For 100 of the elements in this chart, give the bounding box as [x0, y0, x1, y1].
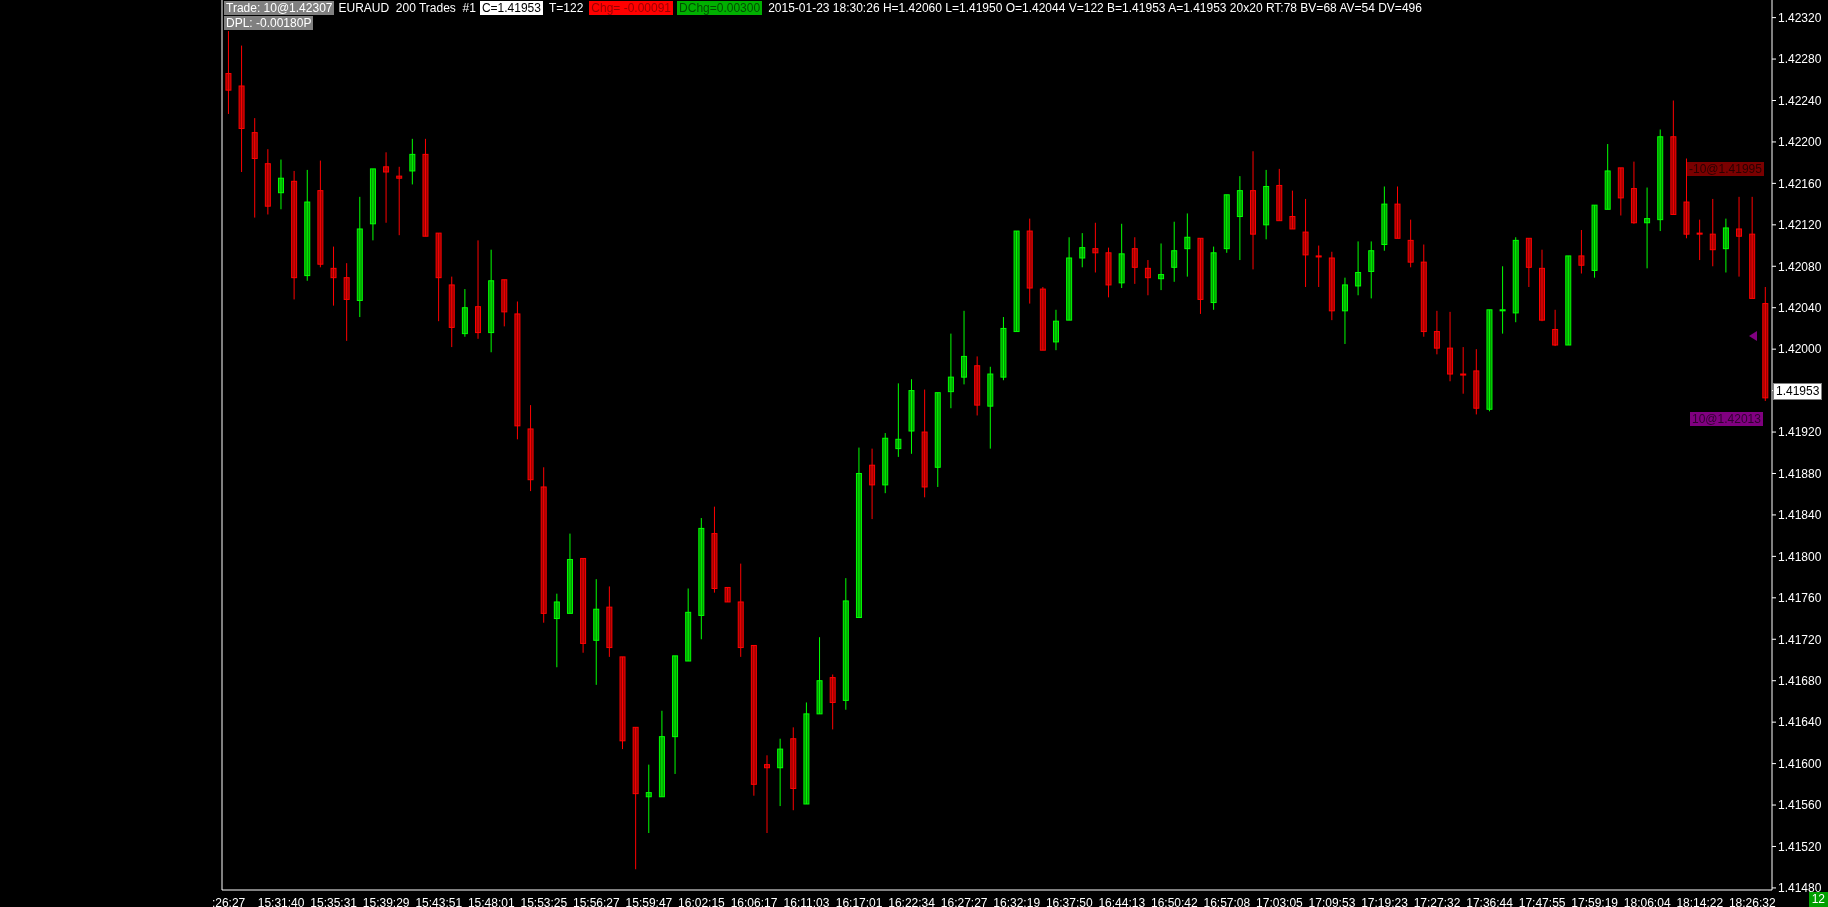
candlestick: [855, 447, 862, 619]
candlestick: [1447, 311, 1454, 382]
candlestick: [1276, 168, 1283, 222]
candlestick: [225, 30, 232, 115]
candlestick: [987, 366, 994, 450]
candlestick: [1223, 194, 1230, 254]
y-tick-label: 1.41600: [1778, 756, 1822, 771]
candlestick: [869, 448, 876, 520]
candlestick: [1749, 196, 1756, 299]
candlestick: [369, 168, 376, 241]
x-tick-label: 15:53:25: [520, 895, 568, 907]
y-tick-label: 1.41520: [1778, 839, 1822, 854]
annotation: DChg=0.00300: [677, 1, 763, 15]
candlestick: [1000, 316, 1007, 381]
candlestick: [1289, 190, 1296, 230]
candlestick: [803, 701, 810, 805]
candlestick: [842, 577, 849, 711]
x-tick-label: 17:09:53: [1308, 895, 1356, 907]
candlestick: [645, 764, 652, 834]
candlestick: [304, 169, 311, 282]
candlestick: [1302, 198, 1309, 288]
candlestick: [882, 432, 889, 494]
candlestick: [961, 310, 968, 385]
y-tick-label: 1.42000: [1778, 342, 1822, 357]
x-tick-label: 15:56:27: [573, 895, 621, 907]
candlestick: [1460, 346, 1467, 395]
x-tick-label: 17:47:55: [1518, 895, 1566, 907]
candlestick: [658, 710, 665, 798]
candlestick: [1683, 158, 1690, 239]
x-tick-label: 17:36:44: [1466, 895, 1514, 907]
candlestick: [343, 262, 350, 342]
x-tick-label: 16:32:19: [993, 895, 1041, 907]
candlestick: [409, 138, 416, 185]
candlestick: [895, 382, 902, 458]
candlestick: [606, 585, 613, 658]
candlestick: [1578, 229, 1585, 275]
y-tick-label: 1.42080: [1778, 259, 1822, 274]
candlestick: [1565, 255, 1572, 346]
candlestick: [1368, 240, 1375, 299]
candlestick: [1066, 236, 1073, 321]
candlestick: [422, 138, 429, 237]
y-tick-label: 1.42240: [1778, 93, 1822, 108]
x-tick-label: 16:37:50: [1045, 895, 1093, 907]
candlestick: [1630, 161, 1637, 225]
candlestick: [1158, 242, 1165, 291]
candlestick: [1486, 309, 1493, 412]
text: 1.41953: [1773, 383, 1823, 400]
candlestick: [921, 389, 928, 498]
y-tick-label: 1.41680: [1778, 673, 1822, 688]
candlestick: [1696, 219, 1703, 261]
y-tick-label: 1.42320: [1778, 10, 1822, 25]
candlestick: [1512, 236, 1519, 323]
x-tick-label: 16:02:15: [678, 895, 726, 907]
candlestick: [1250, 150, 1257, 270]
x-tick-label: 15:43:51: [415, 895, 463, 907]
candlestick: [1039, 286, 1046, 351]
candlestick: [1144, 259, 1151, 296]
x-tick-label: 16:11:03: [783, 895, 830, 907]
candlestick: [672, 655, 679, 775]
annotation: Trade: 10@1.42307: [224, 1, 335, 15]
candlestick: [790, 726, 797, 811]
candlestick: [1736, 196, 1743, 278]
y-tick-label: 1.42040: [1778, 300, 1822, 315]
x-tick-label: 17:27:32: [1413, 895, 1461, 907]
candlestick: [527, 404, 534, 492]
candlestick: [1552, 309, 1559, 347]
candlestick: [1722, 218, 1729, 273]
candlestick: [750, 644, 757, 797]
candlestick: [1118, 223, 1125, 289]
candlestick: [514, 301, 521, 440]
candlestick: [1026, 218, 1033, 305]
y-tick-label: 1.41920: [1778, 425, 1822, 440]
candlestick: [566, 533, 573, 614]
candlestick: [1236, 175, 1243, 261]
y-tick-label: 1.41640: [1778, 715, 1822, 730]
x-tick-label: 18:14:22: [1676, 895, 1724, 907]
candlestick: [1591, 204, 1598, 279]
candlestick: [1499, 265, 1506, 335]
candlestick: [488, 249, 495, 353]
candlestick: [685, 588, 692, 662]
candlestick: [593, 578, 600, 686]
candlestick: [461, 288, 468, 338]
candlestick: [264, 148, 271, 215]
x-tick-label: 17:19:23: [1361, 895, 1409, 907]
candlestick: [1604, 143, 1611, 210]
chart-title: EURAUD 200 Trades #1: [338, 1, 476, 15]
y-tick-label: 1.41760: [1778, 591, 1822, 606]
x-tick-label: 18:06:04: [1623, 895, 1671, 907]
y-tick-label: 1.42120: [1778, 218, 1822, 233]
candlestick: [632, 726, 639, 870]
candlestick: [1381, 186, 1388, 252]
annotation: T=122: [547, 1, 585, 15]
annotation: -10@1.41995: [1687, 162, 1764, 176]
candlestick: [1617, 167, 1624, 217]
candlestick: [1263, 169, 1270, 240]
candlestick: [619, 656, 626, 750]
x-tick-label: 15:59:47: [625, 895, 673, 907]
x-tick-label: 16:06:17: [730, 895, 778, 907]
candlestick: [1644, 187, 1651, 269]
candlestick: [908, 378, 915, 455]
